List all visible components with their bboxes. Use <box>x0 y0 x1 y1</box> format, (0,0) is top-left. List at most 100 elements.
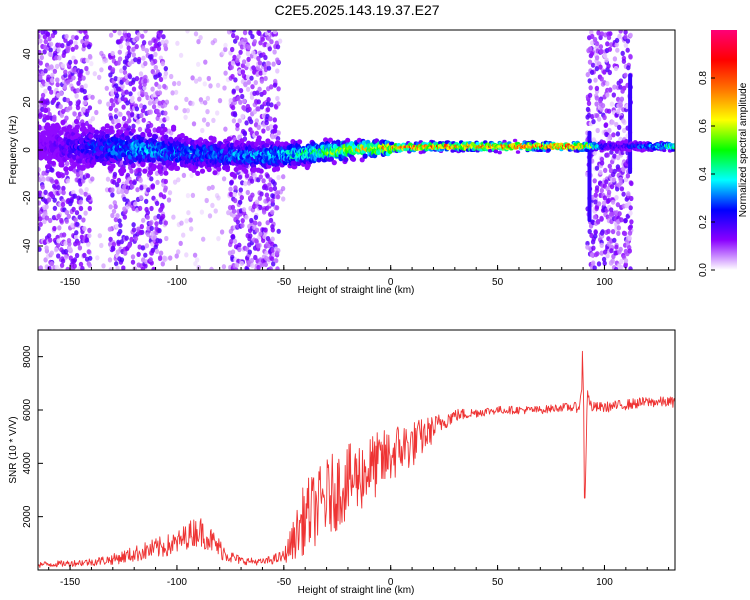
noise-cell <box>38 226 41 232</box>
noise-cell <box>45 100 50 106</box>
noise-cell <box>43 257 48 263</box>
noise-cell <box>146 187 151 193</box>
noise-cell <box>138 177 143 183</box>
noise-cell <box>163 70 169 76</box>
noise-cell <box>629 180 634 187</box>
noise-cell <box>136 119 141 125</box>
noise-cell <box>119 239 125 245</box>
chart-title: C2E5.2025.143.19.37.E27 <box>274 2 439 18</box>
noise-cell <box>178 52 184 58</box>
noise-cell <box>591 119 596 125</box>
noise-cell <box>152 58 158 64</box>
noise-cell <box>614 195 619 201</box>
noise-cell <box>99 242 104 249</box>
noise-cell <box>591 245 596 251</box>
noise-cell <box>615 47 620 53</box>
noise-cell <box>591 260 596 266</box>
noise-cell <box>185 108 190 114</box>
noise-cell <box>237 174 243 180</box>
noise-cell <box>49 250 54 256</box>
noise-cell <box>53 247 59 253</box>
ridge-cell <box>116 122 122 129</box>
ridge-cell <box>55 125 61 131</box>
noise-cell <box>150 86 155 92</box>
noise-cell <box>261 209 267 215</box>
noise-cell <box>122 30 128 34</box>
noise-cell <box>173 89 179 95</box>
noise-cell <box>130 259 136 265</box>
noise-cell <box>171 214 176 220</box>
noise-cell <box>127 242 132 248</box>
noise-cell <box>119 257 125 263</box>
noise-cell <box>271 61 276 67</box>
noise-cell <box>121 115 127 122</box>
noise-cell <box>613 65 619 72</box>
noise-cell <box>82 252 87 258</box>
noise-cell <box>103 57 109 64</box>
noise-cell <box>148 221 153 227</box>
noise-cell <box>211 117 216 123</box>
ridge-cell <box>174 165 181 171</box>
noise-cell <box>190 101 195 107</box>
noise-cell <box>52 197 57 203</box>
noise-cell <box>615 131 621 137</box>
noise-cell <box>618 264 624 270</box>
noise-cell <box>142 85 147 91</box>
noise-cell <box>110 192 115 198</box>
noise-cell <box>80 265 85 270</box>
noise-cell <box>130 112 135 118</box>
noise-cell <box>276 228 281 234</box>
noise-cell <box>606 189 612 195</box>
ridge-cell <box>229 171 235 177</box>
noise-cell <box>154 248 160 254</box>
noise-cell <box>119 68 124 74</box>
noise-cell <box>260 36 265 42</box>
noise-cell <box>620 88 625 94</box>
noise-cell <box>259 262 265 268</box>
noise-cell <box>132 266 137 270</box>
noise-cell <box>621 118 626 124</box>
noise-cell <box>60 258 66 264</box>
noise-cell <box>275 266 280 270</box>
noise-cell <box>38 266 43 270</box>
noise-cell <box>50 77 55 84</box>
noise-cell <box>74 35 79 41</box>
noise-cell <box>50 72 55 78</box>
noise-cell <box>105 176 111 182</box>
ridge-cell <box>60 119 66 125</box>
ridge-cell <box>343 157 349 163</box>
noise-cell <box>238 49 243 55</box>
noise-cell <box>49 261 54 267</box>
noise-cell <box>629 195 634 202</box>
ridge-cell <box>130 163 136 169</box>
noise-cell <box>261 178 266 184</box>
ridge-cell <box>243 168 249 174</box>
noise-cell <box>257 221 262 227</box>
ridge-cell <box>239 138 245 144</box>
noise-cell <box>265 107 271 113</box>
noise-cell <box>228 186 233 192</box>
noise-cell <box>174 253 179 259</box>
noise-cell <box>205 109 210 115</box>
noise-cell <box>170 90 175 96</box>
noise-cell <box>118 228 123 235</box>
noise-cell <box>71 55 76 61</box>
noise-cell <box>116 60 121 66</box>
noise-cell <box>158 207 163 213</box>
noise-cell <box>128 91 133 97</box>
noise-cell <box>73 234 79 240</box>
noise-cell <box>113 204 118 210</box>
noise-cell <box>136 226 141 232</box>
ridge-cell <box>350 156 357 162</box>
noise-cell <box>226 210 231 216</box>
noise-cell <box>149 205 154 212</box>
noise-cell <box>143 60 148 67</box>
noise-cell <box>249 257 255 264</box>
noise-cell <box>223 70 228 76</box>
noise-cell <box>76 80 81 86</box>
noise-cell <box>251 65 256 71</box>
noise-cell <box>157 72 162 78</box>
noise-cell <box>86 242 91 248</box>
noise-cell <box>141 117 146 123</box>
noise-cell <box>117 56 123 62</box>
